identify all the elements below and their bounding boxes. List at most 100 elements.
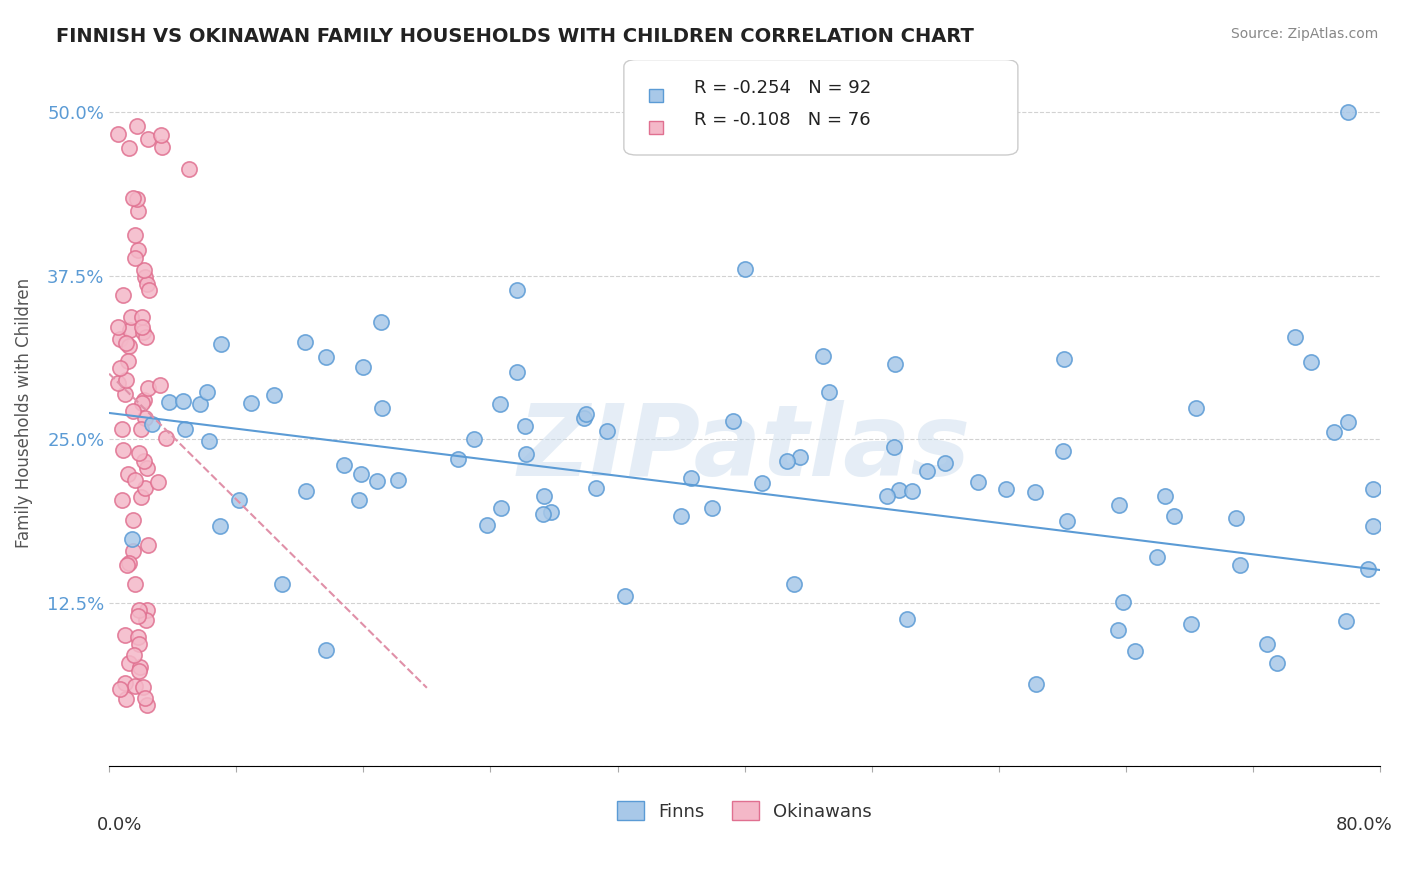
Point [127,608,149,623]
Point [125,192,148,206]
Point [370,315,392,329]
Point [107,128,129,142]
Point [129,422,152,436]
Point [111,492,134,507]
Point [117,467,139,481]
Point [751,475,773,490]
Point [901,483,924,498]
Point [124,251,146,265]
Point [1337,415,1360,429]
Point [1323,425,1346,439]
Point [124,228,146,243]
Point [366,474,388,488]
Text: R = -0.254   N = 92: R = -0.254 N = 92 [693,78,872,97]
Point [108,682,131,697]
Point [134,691,156,706]
Point [1154,489,1177,503]
Point [132,680,155,694]
Point [136,382,159,396]
Point [463,432,485,446]
Point [1111,595,1133,609]
Point [1362,518,1385,533]
Point [129,490,152,504]
Point [387,473,409,487]
Point [1256,637,1278,651]
Point [1301,355,1323,369]
Point [1146,549,1168,564]
Point [136,132,159,146]
Text: R = -0.108   N = 76: R = -0.108 N = 76 [693,111,870,128]
Point [135,330,157,344]
Point [122,404,145,418]
Point [1185,401,1208,416]
Point [146,475,169,489]
Point [107,376,129,391]
Point [114,628,136,642]
Point [115,373,138,387]
Point [876,489,898,503]
Point [614,589,637,603]
Point [157,395,180,409]
Point [333,458,356,472]
Point [135,613,157,627]
Point [127,244,149,258]
Point [150,128,173,143]
Point [114,387,136,401]
FancyBboxPatch shape [624,60,1018,155]
Point [1357,562,1379,576]
Point [179,161,201,176]
Point [1108,498,1130,512]
Point [120,310,142,324]
Point [371,401,394,416]
Point [721,414,744,428]
Point [141,417,163,431]
Point [209,337,232,351]
Point [121,544,143,558]
Point [1163,508,1185,523]
Point [1024,485,1046,500]
Point [295,483,318,498]
Point [575,408,598,422]
Point [533,508,555,522]
Point [115,336,138,351]
Point [776,454,799,468]
Point [1053,352,1076,367]
Point [134,482,156,496]
Point [131,310,153,325]
Point [783,577,806,591]
Point [132,325,155,339]
Point [681,471,703,485]
Point [447,452,470,467]
FancyBboxPatch shape [650,121,664,134]
Point [149,378,172,392]
Point [118,323,141,337]
Point [1265,657,1288,671]
Point [1125,644,1147,658]
Point [883,440,905,454]
Point [188,397,211,411]
Point [263,388,285,402]
Point [352,360,374,375]
Point [195,385,218,400]
Point [700,500,723,515]
Point [110,421,132,435]
Point [1334,614,1357,628]
Point [350,467,373,481]
Legend: Finns, Okinawans: Finns, Okinawans [610,794,879,828]
Point [155,431,177,445]
Point [173,422,195,436]
Point [475,517,498,532]
Point [134,262,156,277]
Point [1384,657,1406,671]
Point [122,648,145,662]
Y-axis label: Family Households with Children: Family Households with Children [15,278,32,548]
Point [115,558,138,572]
Point [129,659,152,673]
Point [1284,330,1306,344]
Point [118,339,141,353]
Point [127,120,149,134]
Point [117,354,139,368]
Point [108,360,131,375]
Point [135,698,157,713]
Point [128,446,150,460]
